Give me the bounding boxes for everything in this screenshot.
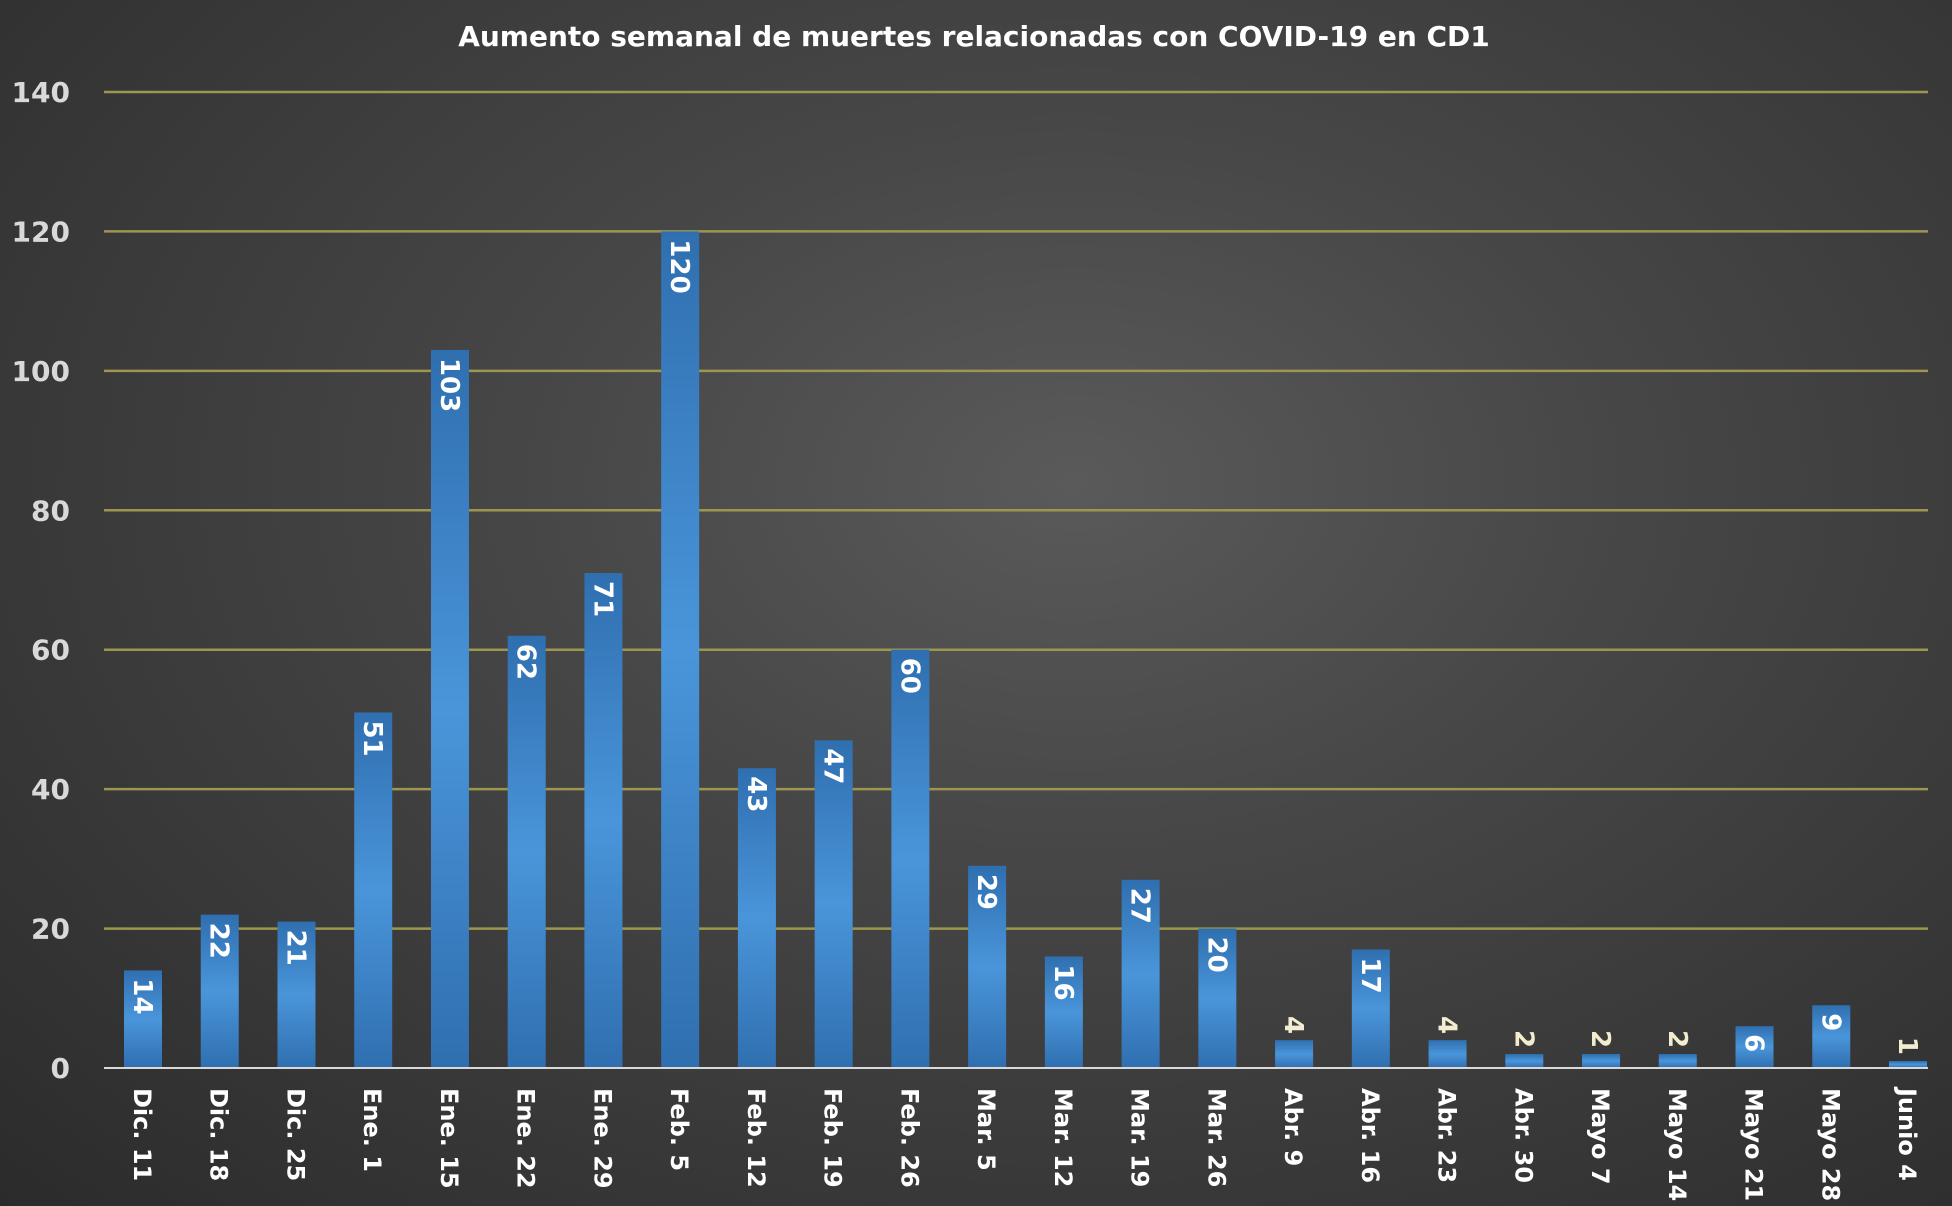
x-tick-label: Feb. 26 (895, 1088, 923, 1188)
x-tick-label: Mayo 7 (1586, 1088, 1614, 1185)
bar (1582, 1054, 1621, 1068)
data-label: 71 (587, 581, 617, 617)
bar (200, 914, 239, 1068)
x-tick-label: Mar. 12 (1049, 1088, 1077, 1187)
bar (277, 921, 316, 1068)
x-tick-label: Mar. 5 (972, 1088, 1000, 1171)
data-label: 2 (1508, 1030, 1538, 1048)
bar (507, 635, 546, 1068)
bar (1044, 956, 1083, 1068)
data-label: 62 (511, 644, 541, 680)
y-tick-label: 0 (51, 1052, 70, 1085)
data-label: 2 (1585, 1030, 1615, 1048)
bar (1812, 1005, 1851, 1068)
data-label: 9 (1815, 1013, 1845, 1031)
x-tick-label: Feb. 12 (742, 1088, 770, 1188)
x-tick-label: Feb. 5 (665, 1088, 693, 1171)
x-tick-label: Ene. 1 (358, 1088, 386, 1172)
bar (891, 649, 930, 1068)
x-tick-label: Junio 4 (1893, 1086, 1921, 1181)
data-label: 1 (1892, 1037, 1922, 1055)
data-label: 47 (818, 748, 848, 784)
bar (1735, 1026, 1774, 1068)
bar (1121, 879, 1160, 1068)
bar (1428, 1040, 1467, 1068)
data-label: 2 (1662, 1030, 1692, 1048)
data-label: 4 (1278, 1016, 1308, 1034)
bar (124, 970, 162, 1068)
data-label: 22 (204, 923, 234, 959)
data-label: 14 (127, 978, 157, 1014)
bar (661, 231, 700, 1068)
chart-title: Aumento semanal de muertes relacionadas … (458, 20, 1490, 53)
bar (1505, 1054, 1544, 1068)
x-tick-label: Ene. 15 (435, 1088, 463, 1189)
x-tick-label: Dic. 18 (205, 1088, 233, 1181)
x-tick-label: Mar. 19 (1126, 1088, 1154, 1187)
x-tick-label: Mar. 26 (1202, 1088, 1230, 1187)
bar (1198, 928, 1237, 1068)
x-tick-label: Dic. 25 (281, 1088, 309, 1181)
y-tick-label: 20 (31, 913, 70, 946)
x-axis-ticks: Dic. 11 Dic. 18 Dic. 25 Ene. 1 Ene. 15 Ene. 2… (128, 1086, 1921, 1201)
bar (584, 573, 623, 1068)
data-label: 103 (434, 358, 464, 412)
data-label: 51 (357, 720, 387, 756)
data-label: 43 (741, 776, 771, 812)
y-tick-label: 120 (12, 215, 70, 248)
y-tick-label: 60 (31, 634, 70, 667)
bar (737, 768, 776, 1068)
y-tick-label: 80 (31, 494, 70, 527)
x-tick-label: Abr. 23 (1433, 1088, 1461, 1183)
data-label: 17 (1355, 957, 1385, 993)
data-label: 21 (280, 930, 310, 966)
gridlines (104, 90, 1928, 930)
bar (814, 740, 853, 1068)
data-label: 16 (1048, 964, 1078, 1000)
data-label: 120 (664, 239, 694, 293)
bar (430, 349, 469, 1068)
x-tick-label: Ene. 29 (588, 1088, 616, 1189)
bar (1275, 1040, 1314, 1068)
y-axis-ticks: 0 20 40 60 80 100 120 140 (12, 76, 70, 1085)
x-tick-label: Mayo 21 (1740, 1088, 1768, 1201)
bar (354, 712, 393, 1068)
x-tick-label: Abr. 9 (1279, 1088, 1307, 1166)
x-tick-label: Feb. 19 (819, 1088, 847, 1188)
bar (1351, 949, 1390, 1068)
bar (1889, 1061, 1927, 1068)
x-tick-label: Dic. 11 (128, 1088, 156, 1181)
data-label: 4 (1432, 1016, 1462, 1034)
x-tick-label: Ene. 22 (512, 1088, 540, 1189)
x-tick-label: Abr. 16 (1356, 1088, 1384, 1183)
y-tick-label: 100 (12, 355, 70, 388)
bars (124, 231, 1927, 1068)
bar (968, 865, 1007, 1068)
data-label: 6 (1739, 1034, 1769, 1052)
data-label: 29 (971, 874, 1001, 910)
data-label: 20 (1201, 937, 1231, 973)
data-label: 27 (1125, 888, 1155, 924)
x-tick-label: Mayo 28 (1816, 1088, 1844, 1201)
y-tick-label: 140 (12, 76, 70, 109)
y-tick-label: 40 (31, 773, 70, 806)
data-label: 60 (894, 658, 924, 694)
x-tick-label: Mayo 14 (1663, 1088, 1691, 1201)
x-tick-label: Abr. 30 (1509, 1088, 1537, 1183)
bar (1658, 1054, 1697, 1068)
